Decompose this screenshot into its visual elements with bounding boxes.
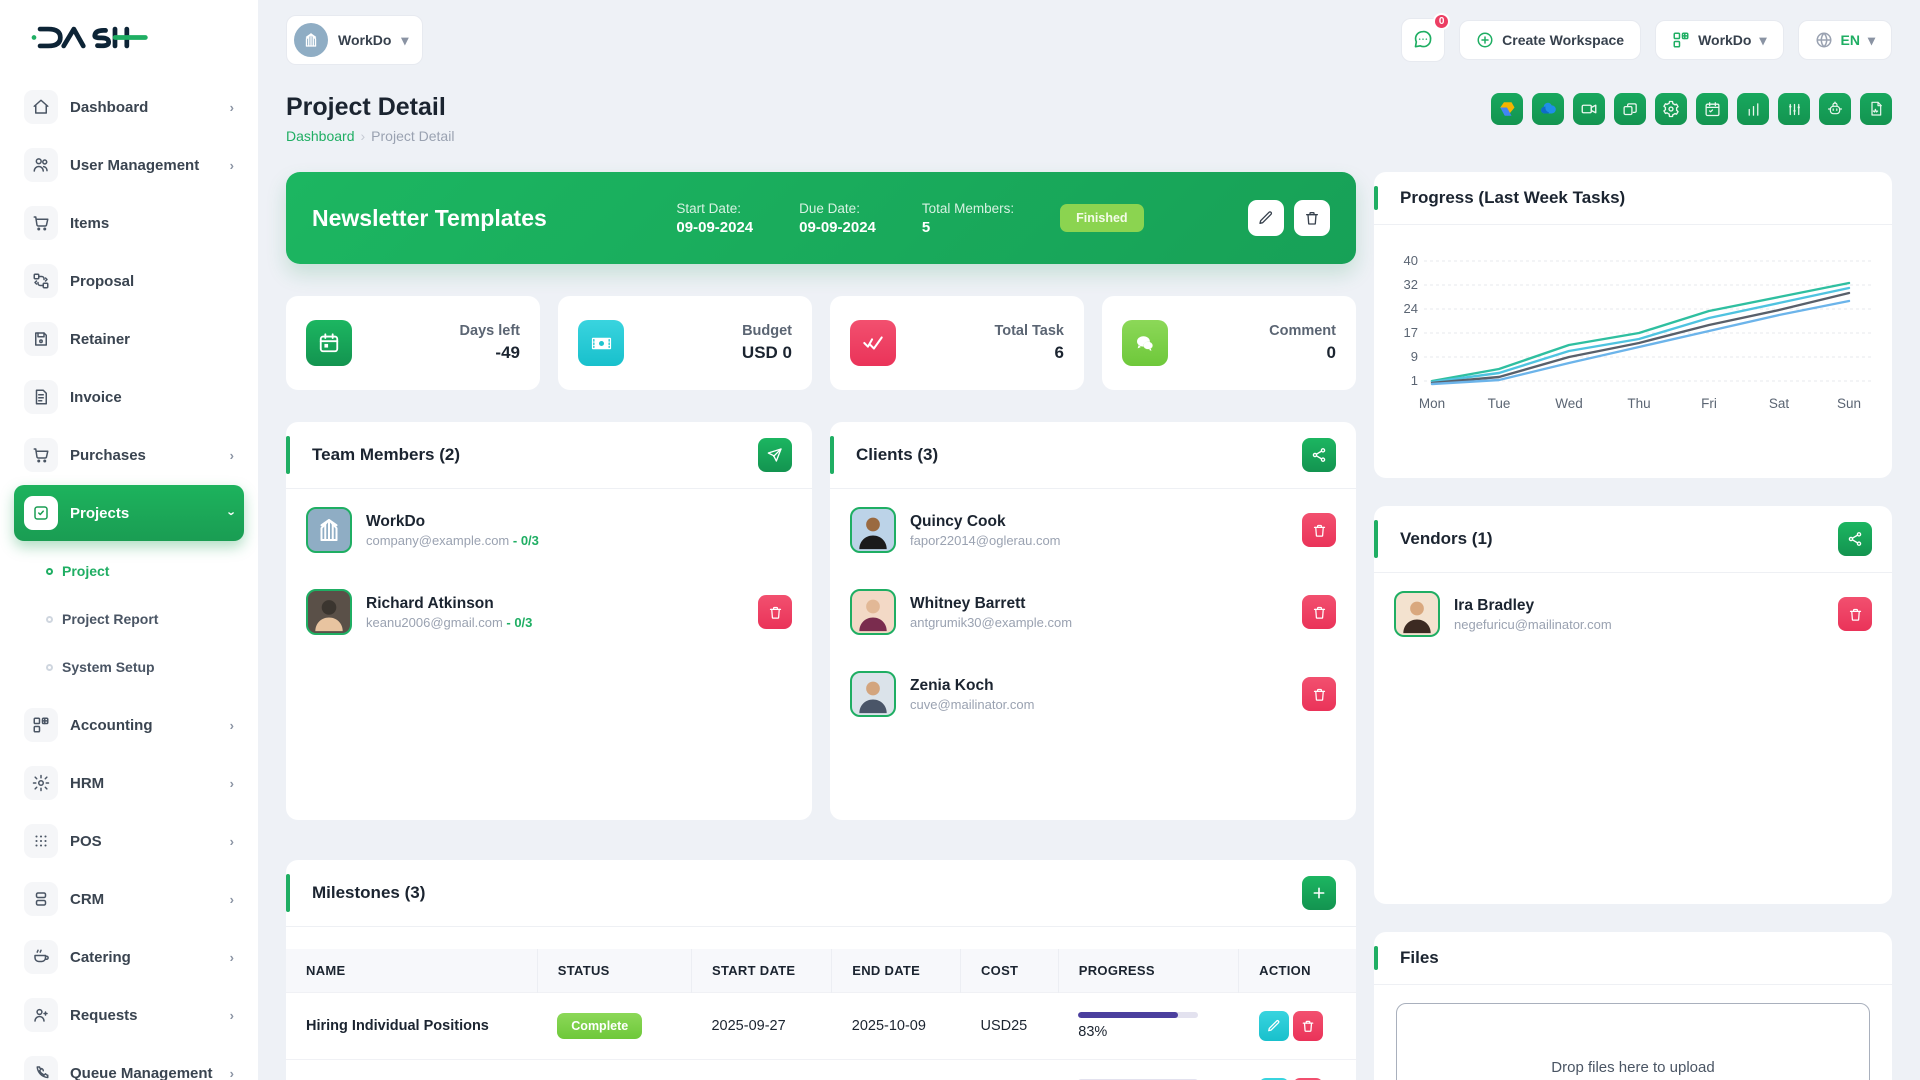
svg-text:40: 40 xyxy=(1404,253,1418,268)
svg-text:24: 24 xyxy=(1404,301,1418,316)
svg-text:17: 17 xyxy=(1404,325,1418,340)
svg-text:Wed: Wed xyxy=(1555,396,1583,411)
svg-text:Mon: Mon xyxy=(1419,396,1445,411)
svg-text:Thu: Thu xyxy=(1627,396,1650,411)
svg-text:Tue: Tue xyxy=(1488,396,1511,411)
svg-text:Sun: Sun xyxy=(1837,396,1861,411)
svg-text:9: 9 xyxy=(1411,349,1418,364)
svg-text:Sat: Sat xyxy=(1769,396,1790,411)
svg-text:1: 1 xyxy=(1411,373,1418,388)
svg-text:32: 32 xyxy=(1404,277,1418,292)
svg-text:Fri: Fri xyxy=(1701,396,1717,411)
